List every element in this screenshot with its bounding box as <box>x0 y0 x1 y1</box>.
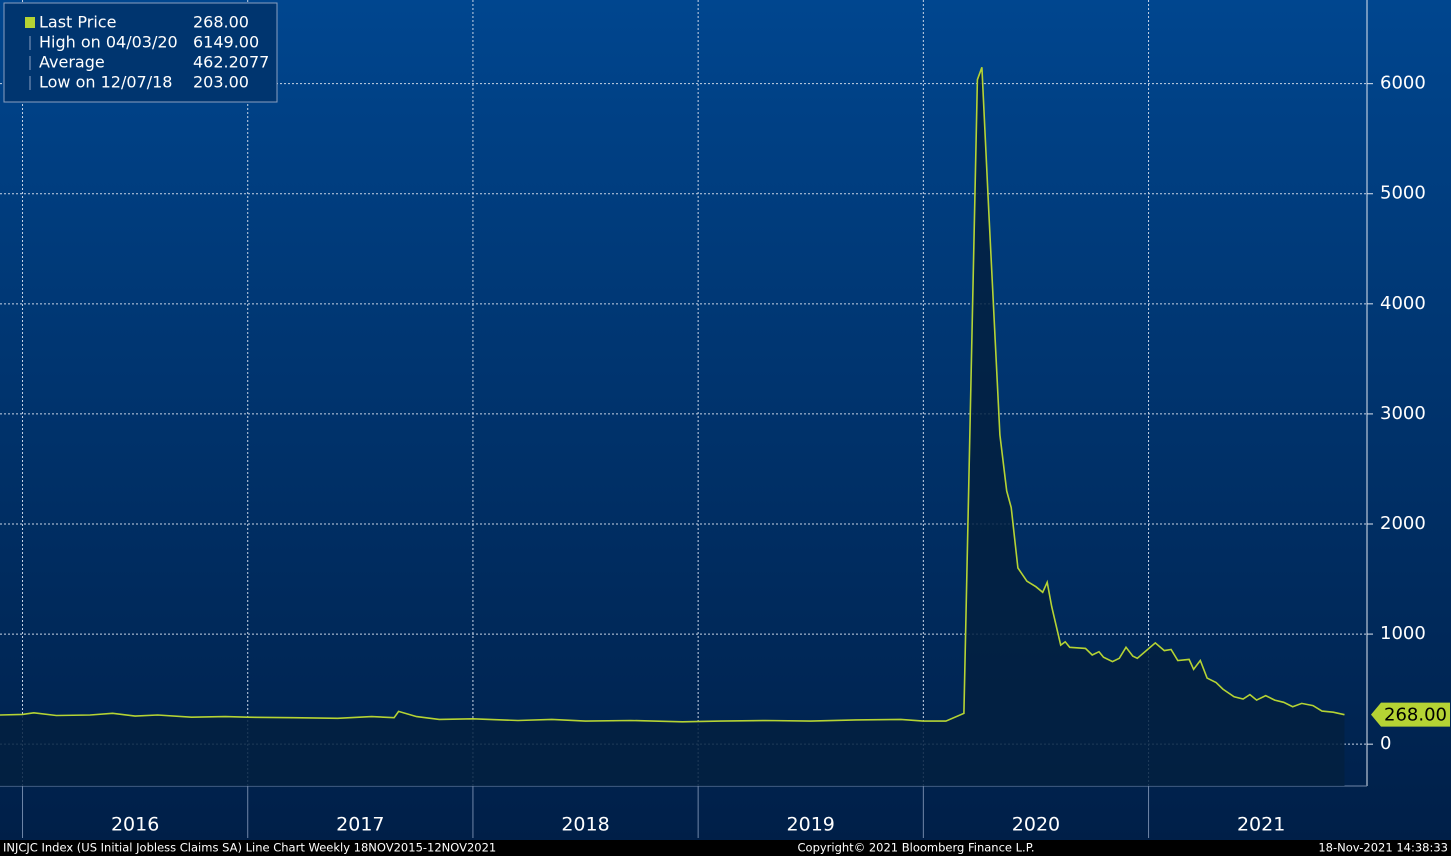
legend-label: High on 04/03/20 <box>39 33 178 52</box>
line <box>0 67 1345 723</box>
legend: Last Price 268.00 High on 04/03/20 6149.00 A… <box>3 2 278 103</box>
footer-copyright: Copyright© 2021 Bloomberg Finance L.P. <box>798 841 1035 855</box>
x-tick-label: 2020 <box>1012 814 1060 836</box>
last-value-label: 268.00 <box>1384 705 1447 726</box>
last-value-tag <box>1371 702 1450 727</box>
footer-left: INJCJC Index (US Initial Jobless Claims … <box>3 841 496 855</box>
legend-value: 6149.00 <box>193 33 259 52</box>
legend-box <box>3 2 278 103</box>
x-tick-label: 2019 <box>787 814 835 836</box>
x-tick-label: 2021 <box>1237 814 1285 836</box>
plot-area: 2016 2017 2018 2019 2020 2021 0 1000 2000 3000 400… <box>0 0 1450 838</box>
legend-label: Average <box>39 53 105 72</box>
legend-value: 268.00 <box>193 13 249 32</box>
y-tick-label: 3000 <box>1380 403 1426 424</box>
legend-label: Last Price <box>39 13 116 32</box>
y-tick-label: 1000 <box>1380 623 1426 644</box>
y-tick-label: 0 <box>1380 733 1391 754</box>
legend-value: 203.00 <box>193 73 249 92</box>
footer-bar <box>0 840 1451 856</box>
area-fill <box>0 67 1345 787</box>
legend-label: Low on 12/07/18 <box>39 73 172 92</box>
legend-swatch <box>25 17 35 28</box>
x-tick-label: 2016 <box>111 814 159 836</box>
y-tick-label: 4000 <box>1380 293 1426 314</box>
y-tick-label: 6000 <box>1380 73 1426 94</box>
legend-value: 462.2077 <box>193 53 269 72</box>
x-tick-label: 2018 <box>561 814 609 836</box>
y-tick-label: 5000 <box>1380 183 1426 204</box>
y-tick-label: 2000 <box>1380 513 1426 534</box>
x-tick-label: 2017 <box>336 814 384 836</box>
footer-timestamp: 18-Nov-2021 14:38:33 <box>1318 841 1448 855</box>
